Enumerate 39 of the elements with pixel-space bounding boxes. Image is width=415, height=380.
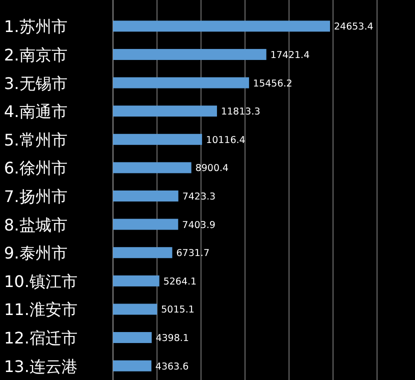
data-label: 15456.2 (253, 78, 292, 90)
bar (113, 106, 217, 117)
y-tick-label: 5.常州市 (4, 130, 68, 150)
data-label: 4398.1 (156, 333, 189, 344)
bar (113, 332, 152, 344)
y-tick-label: 4.南通市 (4, 102, 68, 122)
data-label: 7403.9 (182, 220, 216, 231)
y-tick-label: 12.宿迁市 (4, 328, 78, 348)
y-tick-label: 7.扬州市 (4, 187, 68, 206)
data-label: 5264.1 (163, 276, 197, 288)
data-label: 11813.3 (220, 106, 260, 118)
data-label: 5015.1 (161, 304, 194, 316)
y-tick-label: 11.淮安市 (4, 300, 78, 320)
y-tick-label: 3.无锡市 (4, 74, 68, 93)
bar (113, 360, 152, 372)
data-label: 4363.6 (155, 361, 189, 372)
y-tick-label: 8.盐城市 (4, 215, 68, 234)
data-label: 8900.4 (195, 163, 229, 174)
data-label: 17421.4 (270, 50, 310, 61)
bar (113, 20, 330, 32)
y-tick-label: 2.南京市 (4, 45, 68, 64)
bar (113, 134, 202, 145)
bar (113, 247, 172, 258)
bar (113, 304, 158, 315)
y-tick-label: 9.泰州市 (4, 244, 68, 263)
bar (113, 275, 160, 286)
data-label: 6731.7 (176, 248, 210, 260)
y-tick-label: 1.苏州市 (4, 17, 68, 36)
y-tick-label: 13.连云港 (4, 356, 78, 376)
data-label: 10116.4 (206, 134, 246, 146)
bar (113, 218, 178, 230)
data-label: 24653.4 (334, 22, 374, 33)
data-label: 7423.3 (182, 192, 216, 202)
bar (113, 48, 266, 60)
y-tick-label: 6.徐州市 (4, 158, 68, 178)
bar (113, 162, 192, 174)
bar (113, 190, 178, 202)
y-tick-label: 10.镇江市 (4, 272, 78, 291)
bar (113, 77, 250, 88)
